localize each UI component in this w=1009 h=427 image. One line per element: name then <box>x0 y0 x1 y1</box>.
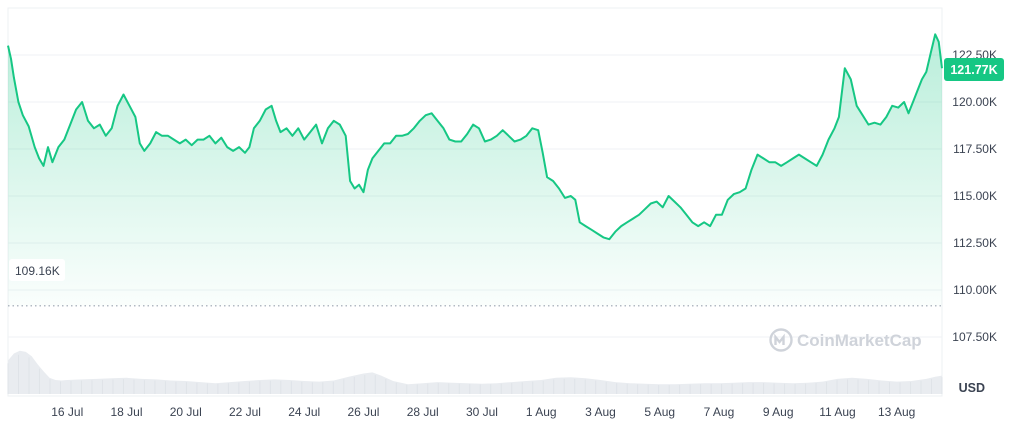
x-tick-label: 30 Jul <box>466 405 498 419</box>
current-price-label: 121.77K <box>950 63 997 77</box>
watermark-text: CoinMarketCap <box>797 331 922 350</box>
volume-area <box>7 350 943 394</box>
price-series-line <box>7 33 943 241</box>
y-axis-ticks: 107.50K 110.00K 112.50K 115.00K 117.50K 120.0… <box>952 48 997 344</box>
current-price-badge-bg <box>944 58 1004 81</box>
x-tick-label: 13 Aug <box>878 405 915 419</box>
x-tick-label: 22 Jul <box>229 405 261 419</box>
price-line <box>7 33 943 241</box>
y-tick-label: 110.00K <box>953 283 997 297</box>
baseline-label-bg <box>9 259 65 281</box>
x-tick-label: 16 Jul <box>51 405 83 419</box>
x-tick-label: 1 Aug <box>526 405 557 419</box>
current-price-badge: 121.77K <box>944 58 1004 81</box>
y-tick-label: 112.50K <box>953 236 997 250</box>
baseline-label-group: 109.16K <box>9 259 65 281</box>
y-tick-label: 117.50K <box>953 142 997 156</box>
x-tick-label: 3 Aug <box>585 405 616 419</box>
y-tick-label: 107.50K <box>952 330 997 344</box>
x-tick-label: 24 Jul <box>288 405 320 419</box>
y-tick-label: 115.00K <box>953 189 997 203</box>
currency-label: USD <box>959 381 985 395</box>
y-tick-label: 120.00K <box>952 95 997 109</box>
x-tick-label: 9 Aug <box>763 405 794 419</box>
watermark: CoinMarketCap <box>769 328 922 352</box>
x-tick-label: 20 Jul <box>170 405 202 419</box>
x-axis-ticks: 16 Jul 18 Jul 20 Jul 22 Jul 24 Jul 26 Jul 28 J… <box>51 405 915 419</box>
price-area <box>8 34 942 306</box>
baseline-label: 109.16K <box>15 264 60 278</box>
x-tick-label: 28 Jul <box>407 405 439 419</box>
price-fill <box>8 34 942 306</box>
x-tick-label: 7 Aug <box>704 405 735 419</box>
volume-shape <box>8 350 942 394</box>
x-tick-label: 26 Jul <box>347 405 379 419</box>
x-tick-label: 5 Aug <box>644 405 675 419</box>
coinmarketcap-logo-icon <box>769 328 793 352</box>
x-tick-label: 18 Jul <box>110 405 142 419</box>
x-tick-label: 11 Aug <box>819 405 855 419</box>
